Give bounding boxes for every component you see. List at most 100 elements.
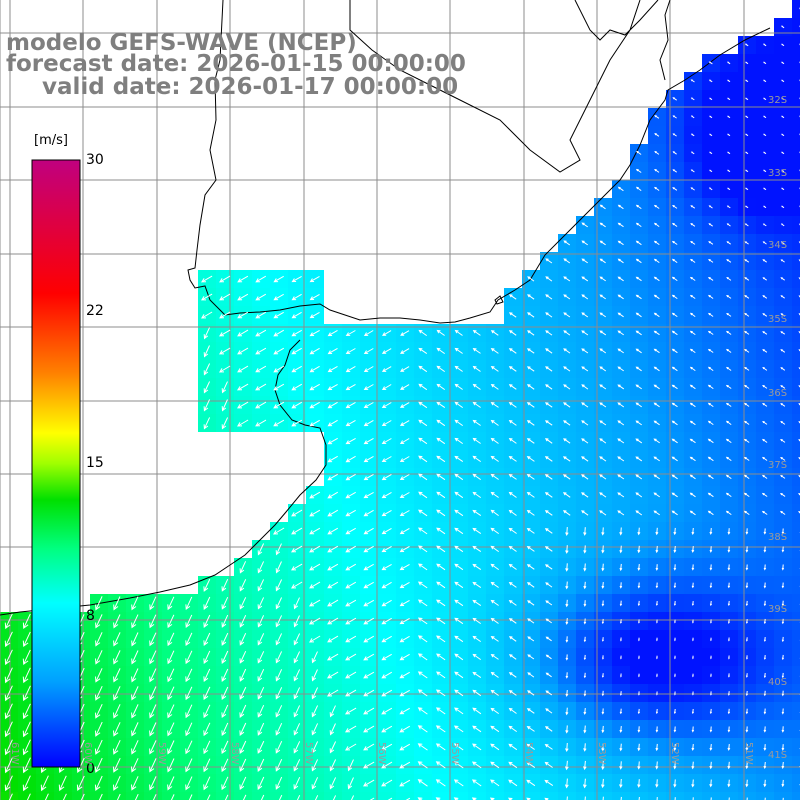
- wind-arrow: [257, 615, 265, 628]
- wind-arrow: [673, 527, 677, 536]
- wind-arrow: [727, 673, 730, 678]
- wind-arrow: [725, 456, 732, 462]
- wind-arrow: [22, 739, 31, 756]
- wind-arrow: [508, 582, 517, 588]
- wind-arrow: [94, 775, 103, 791]
- wind-cell: [540, 792, 558, 800]
- wind-arrow: [98, 793, 103, 800]
- wind-cell: [522, 792, 540, 800]
- wind-arrow: [345, 330, 356, 337]
- wind-arrow: [327, 455, 338, 463]
- wind-arrow: [583, 618, 587, 625]
- wind-arrow: [275, 758, 283, 772]
- wind-arrow: [489, 797, 495, 800]
- wind-arrow: [255, 275, 267, 283]
- wind-arrow: [780, 331, 786, 335]
- wind-arrow: [689, 402, 696, 408]
- wind-arrow: [508, 725, 517, 733]
- wind-arrow: [472, 653, 481, 661]
- wind-arrow: [363, 617, 375, 625]
- wind-arrow: [581, 366, 589, 372]
- wind-arrow: [472, 527, 482, 535]
- wind-arrow: [545, 600, 553, 606]
- wind-arrow: [435, 725, 446, 733]
- wind-arrow: [635, 348, 642, 354]
- wind-arrow: [565, 742, 569, 753]
- wind-arrow: [219, 293, 231, 301]
- wind-arrow: [508, 456, 517, 462]
- wind-arrow: [454, 455, 464, 463]
- wind-arrow: [76, 775, 85, 792]
- wind-arrow: [563, 438, 571, 444]
- wind-arrow: [581, 456, 589, 462]
- wind-cell: [792, 180, 800, 198]
- wind-arrow: [185, 758, 193, 773]
- wind-arrow: [763, 672, 767, 679]
- wind-arrow: [674, 797, 676, 800]
- wind-arrow: [329, 723, 336, 736]
- wind-cell: [0, 792, 18, 800]
- wind-arrow: [781, 205, 785, 209]
- wind-arrow: [673, 545, 677, 554]
- wind-arrow: [762, 349, 768, 353]
- wind-arrow: [637, 743, 641, 752]
- wind-arrow: [583, 672, 587, 679]
- wind-arrow: [635, 492, 643, 498]
- wind-arrow: [527, 600, 535, 606]
- wind-arrow: [327, 419, 338, 427]
- wind-arrow: [273, 527, 285, 535]
- wind-arrow: [562, 474, 571, 480]
- wind-arrow: [526, 528, 535, 534]
- wind-arrow: [581, 240, 588, 246]
- wind-arrow: [653, 420, 660, 426]
- wind-arrow: [454, 563, 464, 571]
- wind-cell: [792, 252, 800, 270]
- wind-arrow: [255, 383, 267, 391]
- wind-arrow: [655, 726, 659, 733]
- wind-arrow: [237, 329, 249, 337]
- wind-cell: [792, 630, 800, 648]
- wind-arrow: [185, 596, 193, 611]
- wind-arrow: [637, 582, 641, 589]
- colorbar-tick: 15: [86, 455, 104, 471]
- wind-arrow: [635, 438, 643, 444]
- wind-arrow: [545, 294, 553, 300]
- wind-arrow: [637, 708, 641, 715]
- wind-arrow: [80, 793, 85, 800]
- wind-arrow: [418, 491, 428, 499]
- wind-arrow: [709, 691, 712, 696]
- wind-arrow: [762, 384, 768, 389]
- wind-arrow: [239, 579, 247, 592]
- wind-arrow: [708, 79, 713, 83]
- wind-arrow: [581, 294, 589, 300]
- wind-arrow: [763, 761, 767, 770]
- wind-arrow: [745, 97, 749, 101]
- wind-arrow: [149, 614, 157, 629]
- wind-arrow: [149, 722, 157, 737]
- wind-arrow: [95, 650, 103, 665]
- wind-arrow: [418, 365, 428, 373]
- wind-arrow: [131, 722, 139, 737]
- wind-arrow: [345, 689, 357, 697]
- wind-arrow: [565, 690, 569, 697]
- wind-arrow: [781, 618, 785, 625]
- wind-arrow: [638, 655, 640, 660]
- wind-arrow: [490, 743, 500, 751]
- wind-arrow: [345, 527, 356, 535]
- wind-arrow: [382, 330, 392, 336]
- wind-arrow: [780, 349, 786, 353]
- wind-arrow: [94, 739, 103, 755]
- wind-arrow: [273, 347, 285, 355]
- wind-arrow: [692, 673, 694, 678]
- wind-arrow: [674, 619, 676, 624]
- wind-arrow: [745, 187, 749, 191]
- wind-cell: [468, 792, 486, 800]
- wind-arrow: [329, 741, 337, 754]
- wind-arrow: [653, 222, 660, 228]
- wind-arrow: [490, 654, 499, 660]
- wind-arrow: [583, 563, 587, 572]
- wind-arrow: [221, 381, 228, 394]
- wind-arrow: [743, 492, 750, 498]
- wind-arrow: [345, 563, 357, 571]
- wind-arrow: [527, 276, 535, 282]
